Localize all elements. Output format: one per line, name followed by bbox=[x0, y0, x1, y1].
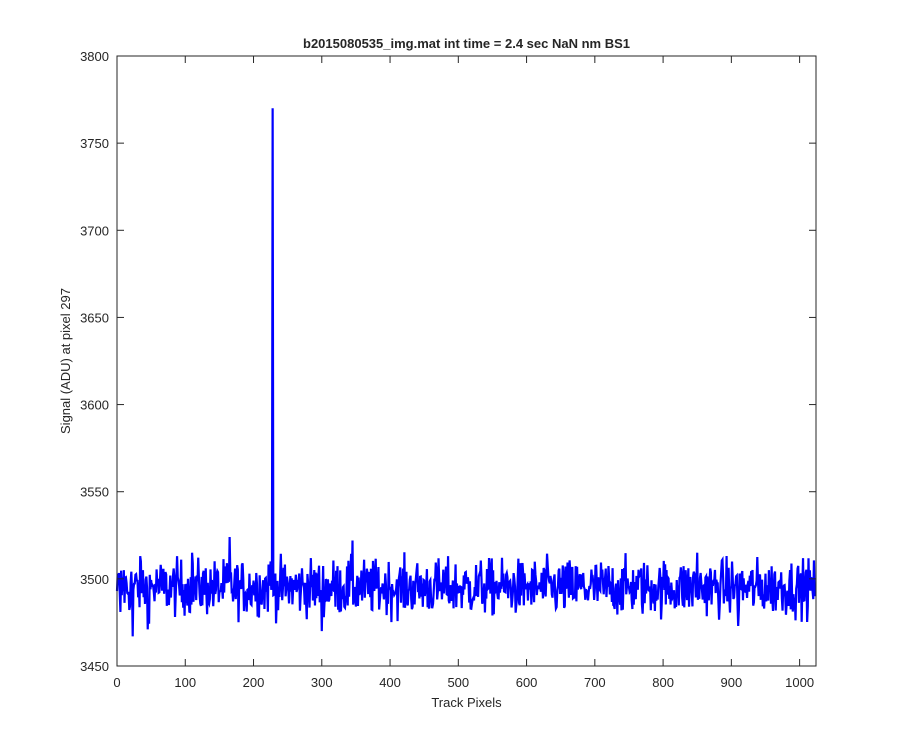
x-tick-label: 600 bbox=[516, 675, 538, 690]
y-tick-label: 3800 bbox=[80, 49, 109, 64]
x-tick-label: 800 bbox=[652, 675, 674, 690]
y-tick-label: 3500 bbox=[80, 572, 109, 587]
y-tick-label: 3450 bbox=[80, 659, 109, 674]
y-tick-label: 3750 bbox=[80, 136, 109, 151]
y-tick-label: 3550 bbox=[80, 485, 109, 500]
data-layer bbox=[115, 108, 817, 637]
x-tick-label: 1000 bbox=[785, 675, 814, 690]
y-tick-label: 3700 bbox=[80, 223, 109, 238]
ticks-layer: 0 100 200 300 400 500 600 700 800 900 1000 3450 3500… bbox=[80, 49, 816, 690]
chart-title: b2015080535_img.mat int time = 2.4 sec N… bbox=[303, 36, 630, 51]
x-axis-label: Track Pixels bbox=[431, 695, 502, 710]
x-tick-label: 300 bbox=[311, 675, 333, 690]
axes-box bbox=[116, 55, 817, 667]
x-tick-label: 0 bbox=[113, 675, 120, 690]
x-tick-label: 400 bbox=[379, 675, 401, 690]
plot-area bbox=[117, 56, 816, 666]
x-tick-label: 900 bbox=[721, 675, 743, 690]
x-tick-label: 100 bbox=[174, 675, 196, 690]
x-tick-label: 500 bbox=[447, 675, 469, 690]
y-axis-label: Signal (ADU) at pixel 297 bbox=[58, 288, 73, 434]
series-line bbox=[115, 108, 817, 637]
y-tick-label: 3600 bbox=[80, 398, 109, 413]
x-tick-label: 200 bbox=[243, 675, 265, 690]
x-tick-label: 700 bbox=[584, 675, 606, 690]
y-tick-label: 3650 bbox=[80, 310, 109, 325]
